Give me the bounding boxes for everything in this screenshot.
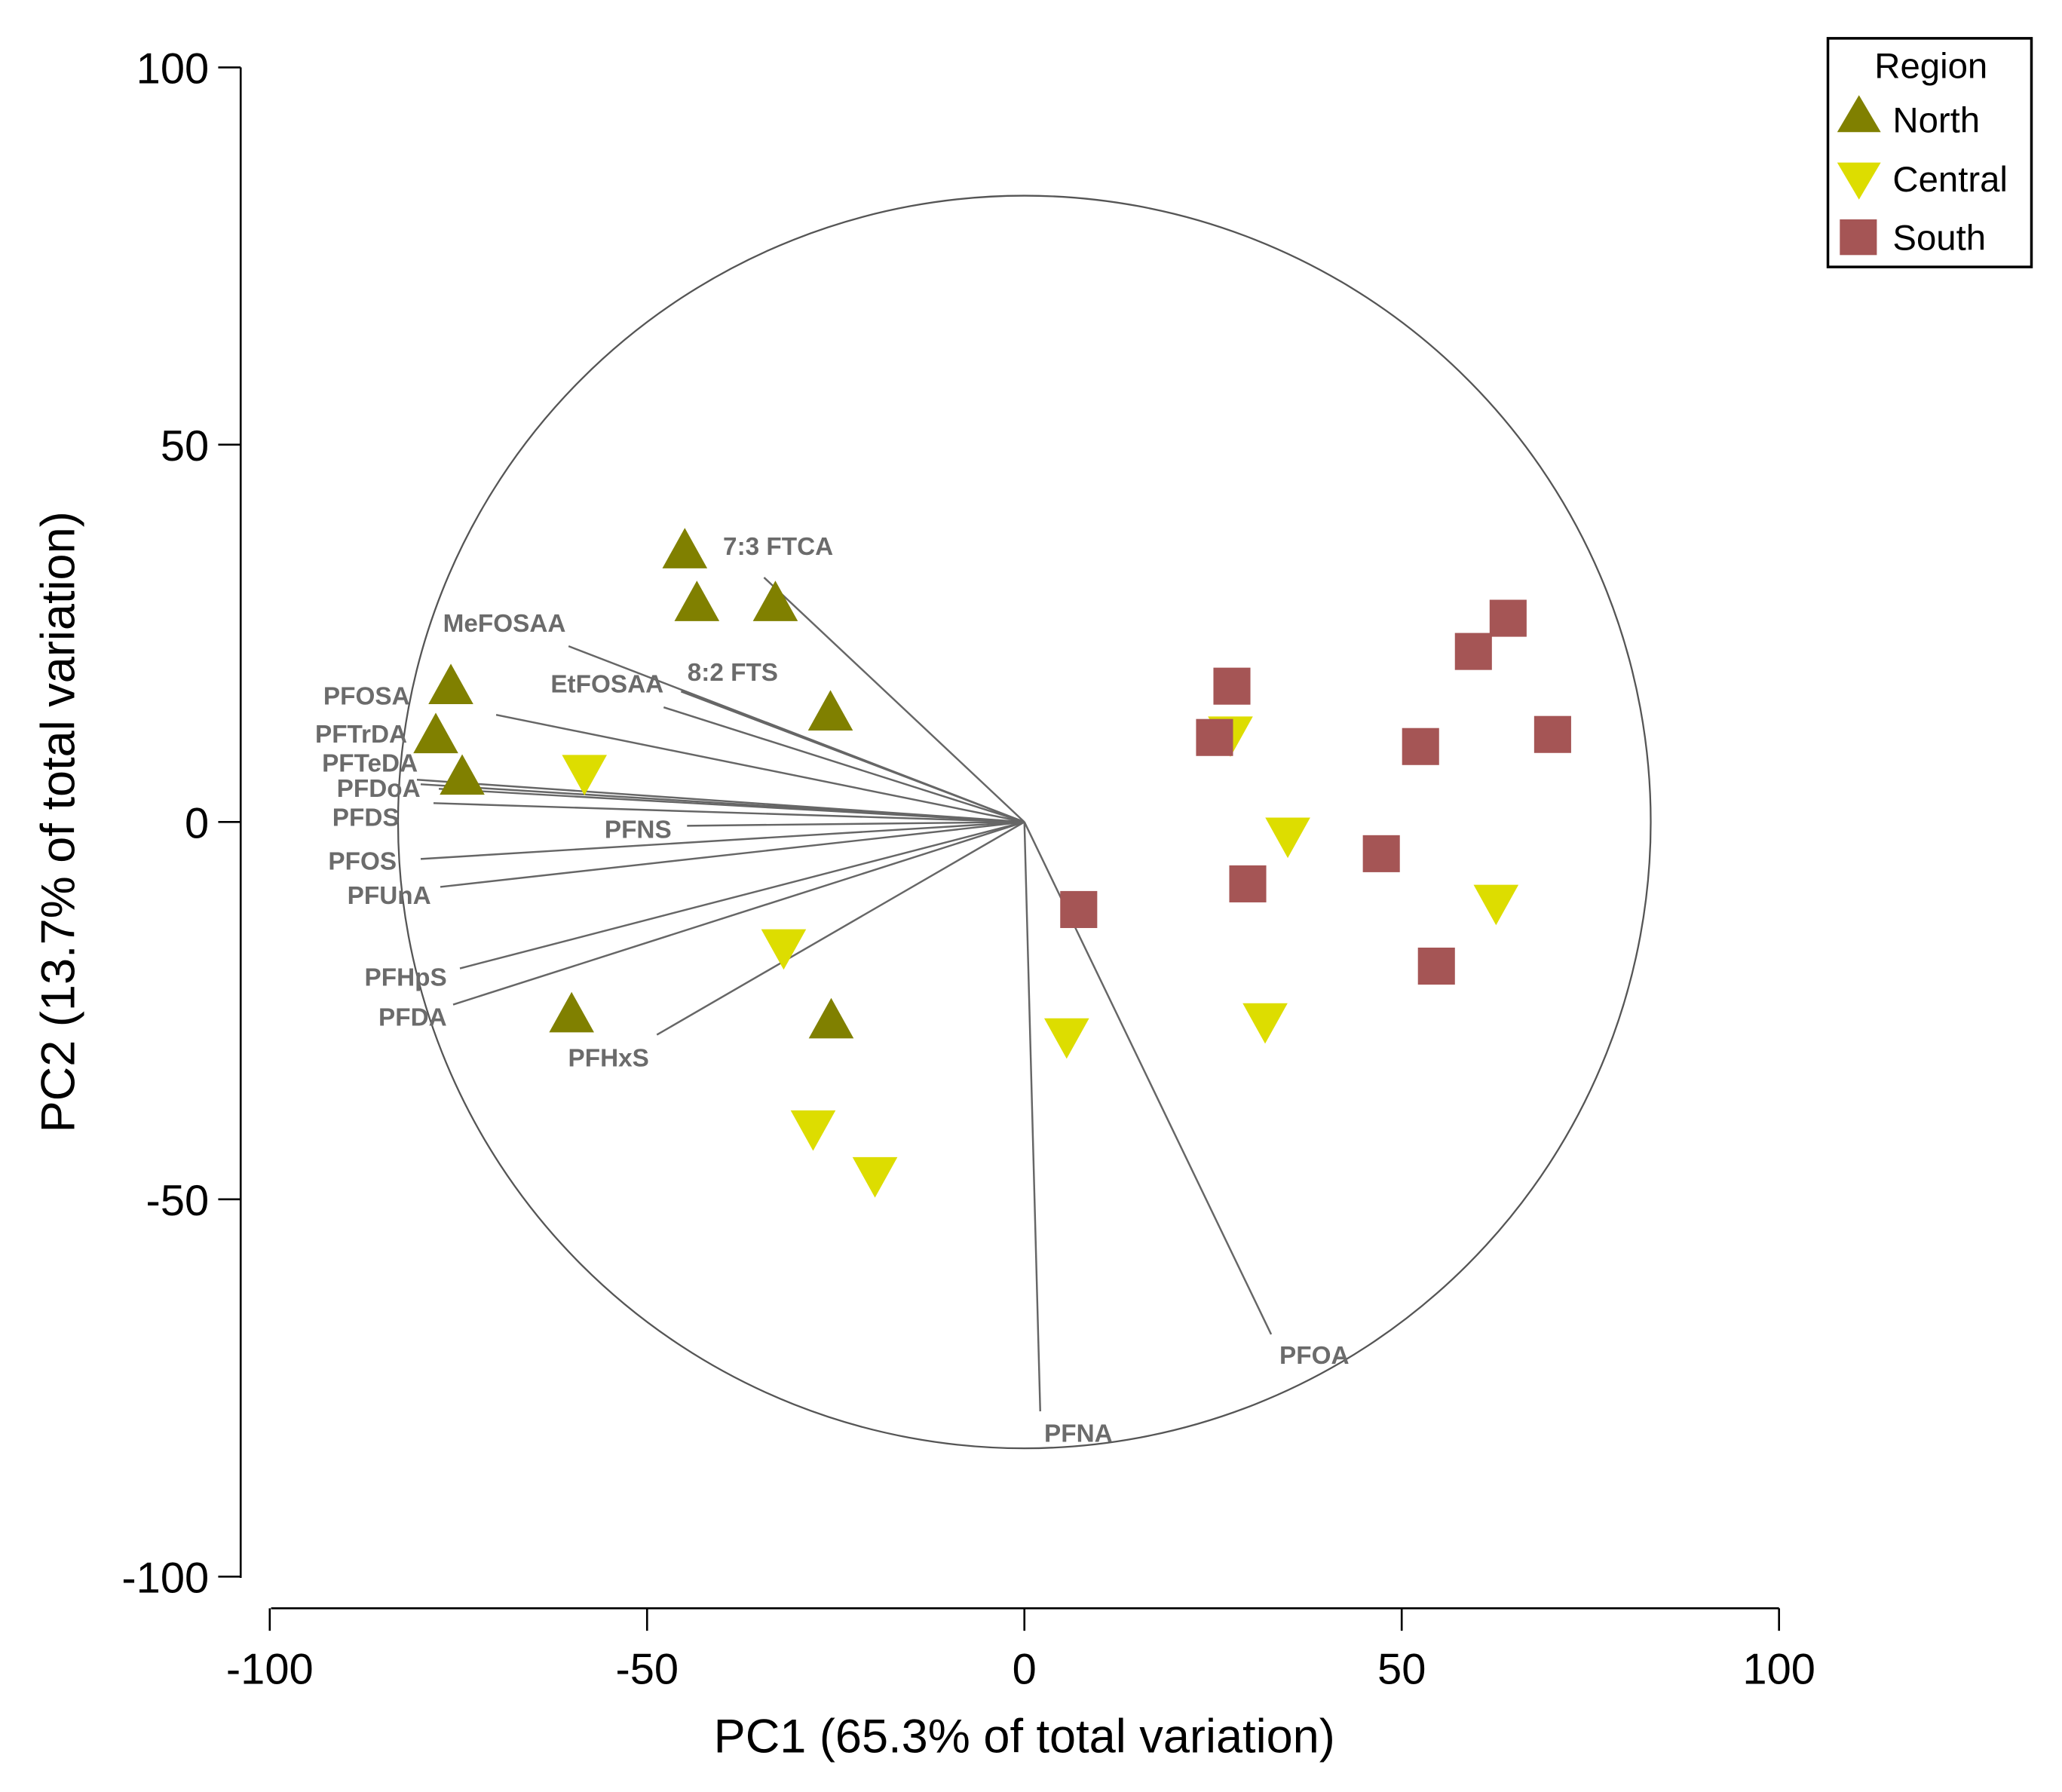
x-tick-label: 0 bbox=[1013, 1645, 1037, 1693]
loading-vector bbox=[495, 713, 1025, 823]
vector-label: PFDS bbox=[332, 804, 400, 832]
x-tick-label: 100 bbox=[1742, 1645, 1815, 1693]
loading-vector bbox=[656, 821, 1025, 1036]
y-tick-label: 0 bbox=[185, 799, 209, 847]
central-point bbox=[562, 755, 607, 796]
axes: -100 -50 0 50 100 -100 -50 0 50 100 PC1 (65.3% o… bbox=[32, 44, 1815, 1763]
north-point bbox=[808, 997, 854, 1039]
central-point bbox=[761, 929, 807, 970]
loading-vector bbox=[763, 577, 1025, 823]
vector-label: PFOSA bbox=[323, 682, 410, 710]
vector-label: PFNS bbox=[605, 816, 672, 844]
x-axis-title: PC1 (65.3% of total variation) bbox=[714, 1710, 1335, 1763]
loading-vector bbox=[1023, 822, 1041, 1412]
loading-vector bbox=[687, 821, 1025, 827]
central-point bbox=[1043, 1018, 1089, 1059]
legend-title: Region bbox=[1874, 46, 1987, 86]
north-point bbox=[807, 690, 853, 731]
south-point bbox=[1489, 599, 1527, 637]
vector-label: PFOA bbox=[1279, 1342, 1350, 1370]
vector-label: PFUnA bbox=[348, 882, 431, 910]
x-tick-label: 50 bbox=[1377, 1645, 1426, 1693]
central-point bbox=[1242, 1003, 1288, 1044]
south-point bbox=[1196, 718, 1233, 756]
legend-central-label: Central bbox=[1892, 160, 2008, 200]
y-tick-label: 50 bbox=[161, 422, 209, 470]
y-tick-label: -100 bbox=[121, 1554, 209, 1602]
legend-north-marker bbox=[1837, 95, 1881, 133]
south-point bbox=[1454, 633, 1492, 670]
legend-south-label: South bbox=[1892, 218, 1986, 258]
central-point bbox=[852, 1156, 898, 1198]
loading-vector bbox=[452, 821, 1025, 1006]
x-tick-label: -100 bbox=[226, 1645, 314, 1693]
legend-north-label: North bbox=[1892, 100, 1980, 140]
loading-vectors: 7:3 FTCA MeFOSAA 8:2 FTS EtFOSAA PFOSA PFTrDA… bbox=[315, 533, 1350, 1447]
x-tick-label: -50 bbox=[615, 1645, 679, 1693]
north-point bbox=[413, 712, 458, 754]
north-point bbox=[752, 580, 798, 621]
legend-south-marker bbox=[1840, 219, 1877, 256]
loading-vector bbox=[433, 802, 1025, 823]
north-point bbox=[428, 663, 473, 705]
y-tick-label: -50 bbox=[146, 1177, 210, 1225]
vector-label: PFTrDA bbox=[315, 721, 407, 749]
vector-label: MeFOSAA bbox=[443, 610, 566, 638]
vector-label: PFTeDA bbox=[322, 750, 418, 778]
vector-label: PFHxS bbox=[568, 1045, 649, 1073]
loading-vector bbox=[680, 691, 1025, 823]
south-point bbox=[1402, 728, 1439, 765]
vector-label: PFDoA bbox=[337, 775, 421, 803]
y-tick-label: 100 bbox=[136, 44, 209, 93]
legend: Region North Central South bbox=[1826, 37, 2033, 268]
north-point bbox=[662, 528, 708, 568]
central-point bbox=[1473, 884, 1519, 926]
loading-vector bbox=[420, 821, 1025, 860]
correlation-circle bbox=[397, 195, 1652, 1450]
vector-label: 7:3 FTCA bbox=[723, 533, 833, 561]
loading-vector bbox=[663, 706, 1025, 823]
south-point bbox=[1060, 890, 1098, 928]
loading-vector bbox=[438, 788, 1025, 823]
legend-central-marker bbox=[1837, 162, 1881, 200]
central-point bbox=[790, 1110, 836, 1151]
south-point bbox=[1417, 947, 1455, 985]
north-point bbox=[674, 580, 720, 621]
vector-label: PFDA bbox=[378, 1003, 447, 1031]
north-point bbox=[549, 991, 594, 1033]
vector-label: PFOS bbox=[328, 847, 397, 875]
vector-label: EtFOSAA bbox=[550, 671, 663, 699]
central-point bbox=[1265, 817, 1310, 859]
y-axis-title: PC2 (13.7% of total variation) bbox=[32, 511, 84, 1132]
south-point bbox=[1229, 865, 1267, 902]
vector-label: 8:2 FTS bbox=[688, 659, 778, 687]
vector-label: PFNA bbox=[1044, 1420, 1113, 1447]
south-point bbox=[1362, 835, 1400, 872]
loading-vector bbox=[459, 821, 1025, 970]
loading-vector bbox=[440, 821, 1025, 888]
south-point bbox=[1533, 715, 1571, 753]
data-points bbox=[413, 528, 1571, 1198]
south-point bbox=[1213, 667, 1251, 705]
north-point bbox=[440, 754, 485, 795]
vector-label: PFHpS bbox=[365, 964, 447, 992]
